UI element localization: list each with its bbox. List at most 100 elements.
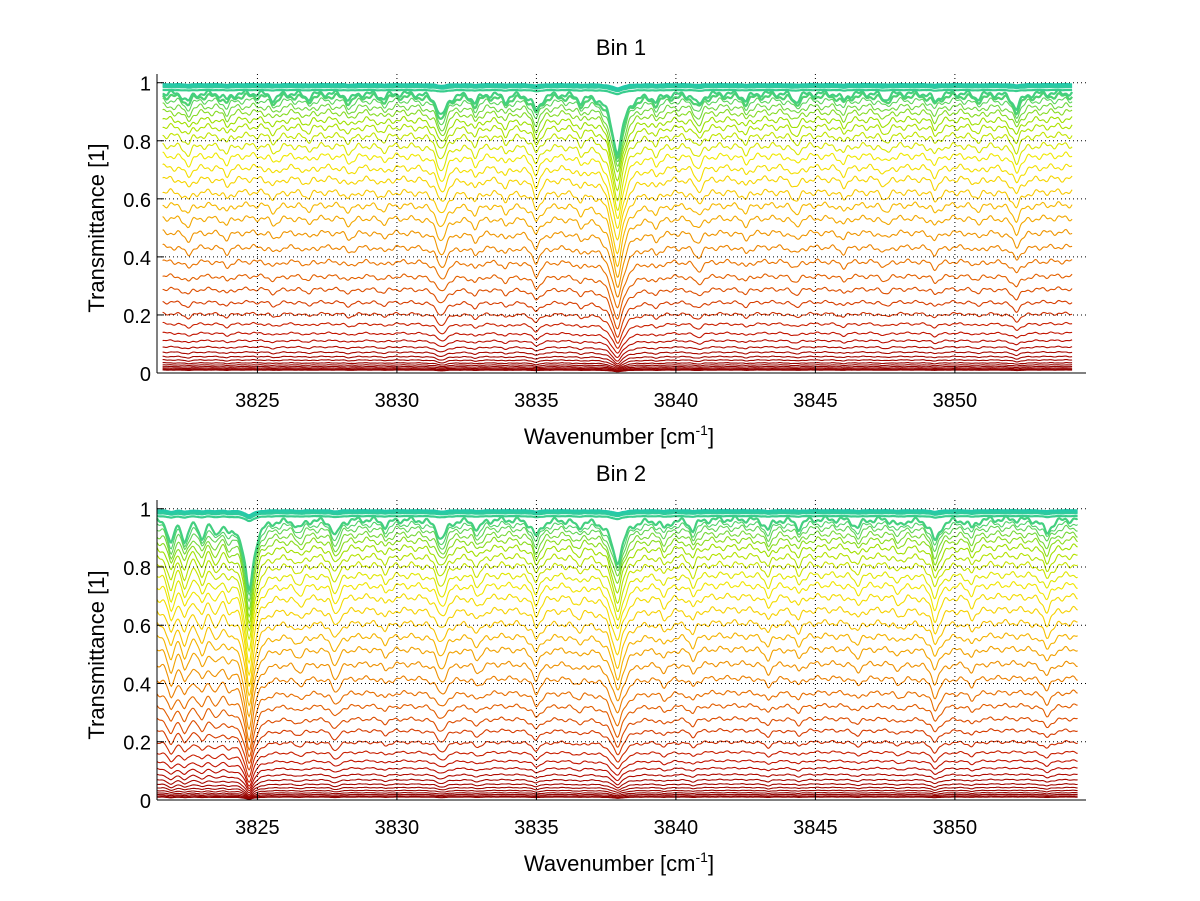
series-line	[162, 311, 1073, 344]
series-line	[156, 773, 1078, 792]
series-line	[156, 592, 1078, 677]
bin-2-xlabel-end: ]	[708, 851, 714, 876]
x-tick-label: 3830	[375, 817, 420, 839]
series-line	[156, 674, 1078, 743]
bin-2-axes	[156, 500, 1086, 801]
y-tick-label: 0	[140, 364, 151, 386]
series-line	[156, 510, 1078, 518]
y-tick-label: 0.6	[123, 190, 151, 212]
bin-2-title: Bin 2	[596, 461, 646, 486]
bin-1-xlabel: Wavenumber [cm-1]	[524, 422, 714, 449]
series-line	[162, 299, 1073, 338]
series-line	[162, 141, 1073, 211]
bin-2-panel: 3825 3830 3835 3840 3845 3850 0 0.2 0.4 0.6 0.8 1 B…	[84, 461, 1086, 876]
series-line	[156, 514, 1078, 523]
series-line	[156, 580, 1078, 665]
series-line	[156, 659, 1078, 731]
bin-1-panel: 3825 3830 3835 3840 3845 3850 0 0.2 0.4 0.6 0.8 1 B…	[84, 35, 1086, 449]
series-line	[162, 85, 1073, 93]
x-tick-label: 3845	[793, 817, 838, 839]
x-tick-label: 3840	[654, 817, 699, 839]
bin-1-title: Bin 1	[596, 35, 646, 60]
series-line	[162, 362, 1073, 369]
x-tick-label: 3835	[514, 817, 559, 839]
bin-1-ticks: 3825 3830 3835 3840 3845 3850 0 0.2 0.4 0.6 0.8 1	[123, 74, 977, 412]
y-tick-label: 1	[140, 500, 151, 522]
series-line	[156, 571, 1078, 653]
x-tick-label: 3850	[933, 390, 978, 412]
bin-2-xlabel-sup: -1	[696, 849, 709, 865]
series-line	[156, 511, 1078, 520]
series-line	[162, 201, 1073, 268]
series-line	[156, 702, 1078, 758]
series-line	[156, 689, 1078, 752]
x-tick-label: 3840	[654, 390, 699, 412]
series-line	[162, 175, 1073, 241]
series-line	[162, 108, 1073, 173]
series-line	[156, 524, 1078, 603]
series-line	[162, 364, 1073, 370]
series-line	[156, 632, 1078, 707]
series-line	[162, 365, 1073, 371]
series-line	[156, 739, 1078, 778]
series-line	[162, 214, 1073, 278]
series-line	[156, 759, 1078, 787]
y-tick-label: 0.4	[123, 674, 151, 696]
x-tick-label: 3845	[793, 390, 838, 412]
series-line	[156, 783, 1078, 796]
series-line	[162, 286, 1073, 330]
series-line	[156, 560, 1078, 641]
series-line	[156, 786, 1078, 797]
series-line	[156, 530, 1078, 612]
y-tick-label: 0.8	[123, 132, 151, 154]
series-line	[162, 102, 1073, 167]
bin-1-xlabel-sup: -1	[696, 422, 709, 438]
series-line	[156, 750, 1078, 784]
bin-1-axes	[156, 74, 1086, 374]
series-line	[156, 519, 1078, 597]
series-line	[156, 789, 1078, 798]
series-line	[162, 82, 1073, 90]
x-tick-label: 3830	[375, 390, 420, 412]
series-line	[156, 605, 1078, 688]
series-line	[162, 163, 1073, 230]
series-line	[162, 151, 1073, 219]
bin-2-xlabel: Wavenumber [cm-1]	[524, 849, 714, 876]
series-line	[156, 716, 1078, 765]
series-line	[162, 131, 1073, 202]
series-line	[156, 618, 1078, 697]
series-line	[162, 115, 1073, 182]
bin-1-xlabel-text: Wavenumber [cm	[524, 424, 696, 449]
series-line	[156, 728, 1078, 771]
bin-1-ylabel: Transmittance [1]	[84, 143, 109, 312]
y-tick-label: 0.4	[123, 248, 151, 270]
x-tick-label: 3825	[235, 390, 280, 412]
series-line	[162, 359, 1073, 368]
series-line	[162, 331, 1073, 354]
x-tick-label: 3850	[933, 817, 978, 839]
x-tick-label: 3835	[514, 390, 559, 412]
bin-2-ticks: 3825 3830 3835 3840 3845 3850 0 0.2 0.4 0.6 0.8 1	[123, 500, 977, 839]
series-line	[157, 508, 1078, 517]
x-tick-label: 3825	[235, 817, 280, 839]
series-line	[162, 345, 1073, 362]
series-line	[162, 351, 1073, 365]
bin-2-xlabel-text: Wavenumber [cm	[524, 851, 696, 876]
series-line	[162, 321, 1073, 349]
series-line	[162, 367, 1073, 372]
bin-1-xlabel-end: ]	[708, 424, 714, 449]
series-line	[162, 88, 1074, 156]
y-tick-label: 0	[140, 791, 151, 813]
series-line	[156, 766, 1078, 790]
bin-2-curves	[156, 508, 1079, 800]
series-line	[162, 188, 1073, 255]
series-line	[162, 228, 1073, 288]
series-line	[162, 273, 1073, 321]
series-line	[156, 796, 1078, 800]
bin-1-curves	[162, 82, 1074, 373]
series-line	[162, 88, 1073, 96]
y-tick-label: 0.8	[123, 558, 151, 580]
series-line	[162, 243, 1073, 298]
series-line	[156, 535, 1078, 619]
